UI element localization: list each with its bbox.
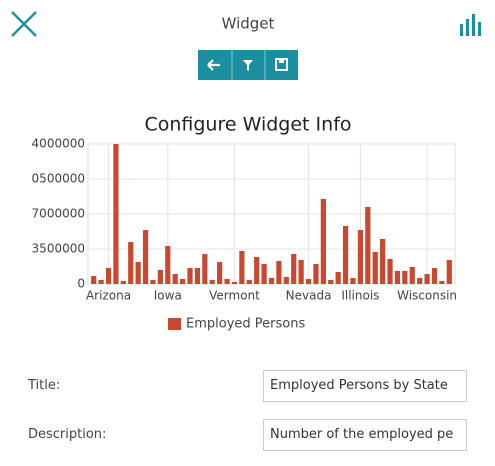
bar: [209, 280, 215, 284]
save-button[interactable]: [275, 58, 288, 71]
close-button[interactable]: [11, 11, 37, 37]
x-tick-label: Arizona: [86, 289, 131, 303]
bar: [194, 268, 201, 284]
x-tick-label: Iowa: [154, 289, 182, 303]
bar: [150, 280, 156, 284]
bar: [217, 262, 223, 284]
bar: [120, 281, 126, 284]
bar: [239, 251, 245, 284]
toolbar: [198, 50, 298, 80]
bar: [320, 199, 326, 284]
bar: [283, 277, 289, 284]
bar: [142, 230, 149, 284]
header-title: Widget: [222, 15, 275, 33]
bar: [402, 271, 408, 284]
bar: [261, 264, 267, 284]
bar: [202, 254, 208, 284]
bar: [431, 268, 438, 284]
bar: [350, 278, 356, 284]
bar: [342, 226, 349, 284]
bar: [291, 254, 297, 284]
title-input[interactable]: Employed Persons by State: [263, 370, 467, 402]
bar: [313, 264, 319, 284]
filter-button[interactable]: [243, 60, 253, 71]
bar: [439, 281, 445, 284]
bar: [113, 144, 119, 284]
legend-swatch: [168, 318, 181, 330]
chart-icon[interactable]: [460, 14, 481, 36]
bar: [268, 278, 275, 284]
x-tick-label: Illinois: [341, 289, 379, 303]
bar: [394, 271, 401, 284]
section-title: Configure Widget Info: [144, 114, 351, 136]
y-tick-label: 3500000: [32, 242, 85, 256]
y-tick-label: 7000000: [32, 207, 85, 221]
field-label: Title:: [28, 378, 61, 393]
bar: [372, 252, 378, 284]
bar: [91, 276, 97, 284]
bars: [91, 144, 452, 284]
back-button[interactable]: [207, 59, 220, 71]
field-label: Description:: [28, 427, 107, 442]
bar: [128, 242, 134, 284]
bar: [387, 259, 393, 284]
y-tick-label: 0: [77, 277, 85, 291]
bar: [105, 268, 112, 284]
bar: [224, 279, 230, 284]
y-tick-label: 0500000: [32, 172, 85, 186]
bar: [165, 246, 171, 284]
y-tick-label: 4000000: [32, 137, 85, 151]
bar: [409, 267, 415, 284]
bar: [246, 280, 252, 284]
bar: [305, 279, 312, 284]
bar: [357, 230, 363, 284]
bar: [276, 261, 282, 284]
bar: [254, 257, 260, 284]
x-tick-label: Nevada: [286, 289, 332, 303]
bar: [172, 274, 178, 284]
bar: [328, 280, 334, 284]
bar: [424, 274, 430, 284]
bar: [365, 207, 371, 284]
bar: [187, 268, 193, 284]
legend-label: Employed Persons: [186, 317, 305, 332]
bar: [135, 262, 141, 284]
x-tick-label: Vermont: [209, 289, 260, 303]
bar: [446, 260, 452, 284]
x-tick-label: Wisconsin: [397, 289, 457, 303]
bar: [180, 279, 186, 284]
bar: [335, 272, 341, 284]
bar: [380, 239, 386, 284]
bar: [417, 278, 423, 284]
bar: [298, 260, 304, 284]
description-input[interactable]: Number of the employed pe: [263, 419, 467, 451]
bar: [157, 270, 163, 284]
bar: [98, 280, 104, 284]
bar: [231, 282, 238, 284]
